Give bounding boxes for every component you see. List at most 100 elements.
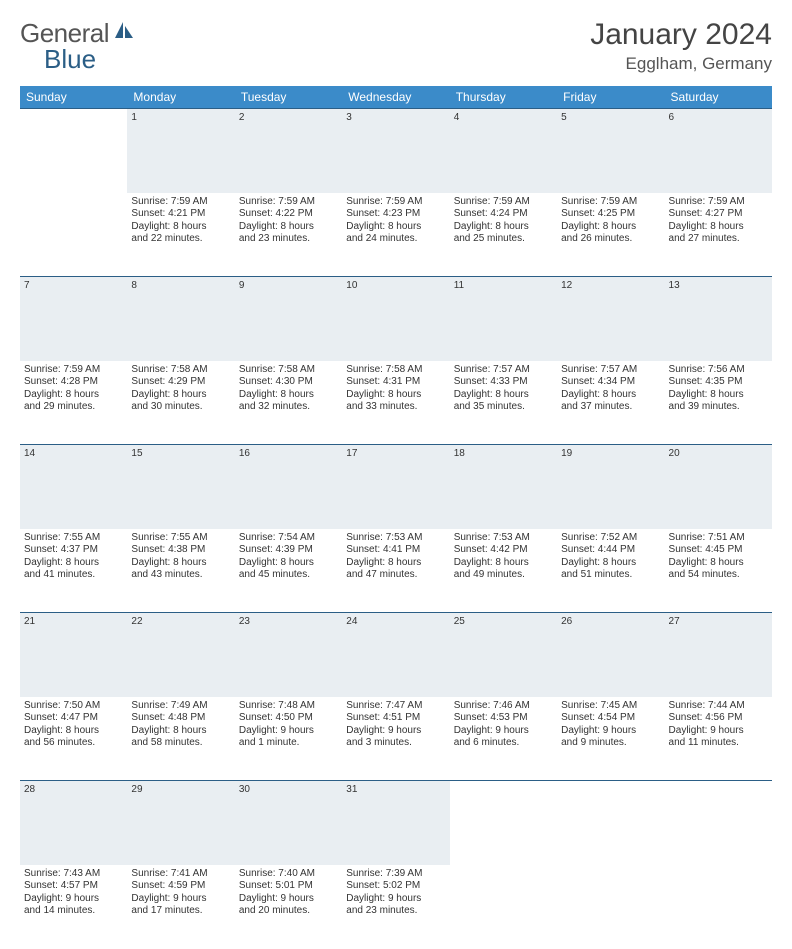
day-detail-line: Daylight: 8 hours	[239, 557, 338, 570]
day-detail-line: and 14 minutes.	[24, 905, 123, 918]
day-detail-line: and 41 minutes.	[24, 569, 123, 582]
day-detail-line: and 33 minutes.	[346, 401, 445, 414]
day-cell-31: Sunrise: 7:39 AMSunset: 5:02 PMDaylight:…	[342, 865, 449, 949]
day-detail-line: Daylight: 9 hours	[239, 725, 338, 738]
daynum-17: 17	[342, 445, 449, 529]
day-detail-line: Sunrise: 7:59 AM	[239, 196, 338, 209]
day-cell-23: Sunrise: 7:48 AMSunset: 4:50 PMDaylight:…	[235, 697, 342, 781]
daynum-18: 18	[450, 445, 557, 529]
week-row: Sunrise: 7:55 AMSunset: 4:37 PMDaylight:…	[20, 529, 772, 613]
daynum-empty	[557, 781, 664, 865]
day-detail-line: Sunset: 4:25 PM	[561, 208, 660, 221]
day-detail-line: Daylight: 9 hours	[131, 893, 230, 906]
daynum-empty	[20, 109, 127, 193]
day-detail-line: and 17 minutes.	[131, 905, 230, 918]
day-detail-line: Sunrise: 7:45 AM	[561, 700, 660, 713]
day-cell-10: Sunrise: 7:58 AMSunset: 4:31 PMDaylight:…	[342, 361, 449, 445]
daynum-13: 13	[665, 277, 772, 361]
day-detail-line: Sunrise: 7:49 AM	[131, 700, 230, 713]
day-detail-line: Sunrise: 7:54 AM	[239, 532, 338, 545]
day-detail-line: Sunrise: 7:47 AM	[346, 700, 445, 713]
day-detail-line: Sunrise: 7:56 AM	[669, 364, 768, 377]
day-detail-line: and 32 minutes.	[239, 401, 338, 414]
day-detail-line: Sunrise: 7:39 AM	[346, 868, 445, 881]
day-cell-29: Sunrise: 7:41 AMSunset: 4:59 PMDaylight:…	[127, 865, 234, 949]
day-detail-line: Sunset: 4:31 PM	[346, 376, 445, 389]
day-detail-line: and 39 minutes.	[669, 401, 768, 414]
daynum-12: 12	[557, 277, 664, 361]
day-detail-line: Sunset: 4:35 PM	[669, 376, 768, 389]
day-detail-line: and 23 minutes.	[239, 233, 338, 246]
day-detail-line: Sunrise: 7:52 AM	[561, 532, 660, 545]
day-detail-line: Daylight: 8 hours	[24, 557, 123, 570]
day-detail-line: Daylight: 8 hours	[454, 389, 553, 402]
week-row: Sunrise: 7:59 AMSunset: 4:28 PMDaylight:…	[20, 361, 772, 445]
day-detail-line: Sunset: 4:34 PM	[561, 376, 660, 389]
day-detail-line: Sunrise: 7:59 AM	[346, 196, 445, 209]
day-detail-line: Sunset: 4:28 PM	[24, 376, 123, 389]
day-cell-30: Sunrise: 7:40 AMSunset: 5:01 PMDaylight:…	[235, 865, 342, 949]
dayname-row: SundayMondayTuesdayWednesdayThursdayFrid…	[20, 86, 772, 109]
day-detail-line: Sunrise: 7:58 AM	[131, 364, 230, 377]
day-detail-line: Sunrise: 7:51 AM	[669, 532, 768, 545]
day-detail-line: and 45 minutes.	[239, 569, 338, 582]
day-cell-20: Sunrise: 7:51 AMSunset: 4:45 PMDaylight:…	[665, 529, 772, 613]
daynum-9: 9	[235, 277, 342, 361]
day-detail-line: Daylight: 8 hours	[346, 557, 445, 570]
daynum-29: 29	[127, 781, 234, 865]
day-detail-line: Daylight: 8 hours	[346, 221, 445, 234]
dayname-friday: Friday	[557, 86, 664, 109]
day-detail-line: Sunset: 4:45 PM	[669, 544, 768, 557]
daynum-23: 23	[235, 613, 342, 697]
day-detail-line: Sunrise: 7:55 AM	[131, 532, 230, 545]
daynum-row: 14151617181920	[20, 445, 772, 529]
day-detail-line: and 43 minutes.	[131, 569, 230, 582]
day-detail-line: Sunset: 4:30 PM	[239, 376, 338, 389]
day-cell-19: Sunrise: 7:52 AMSunset: 4:44 PMDaylight:…	[557, 529, 664, 613]
dayname-tuesday: Tuesday	[235, 86, 342, 109]
day-detail-line: Daylight: 8 hours	[346, 389, 445, 402]
day-cell-5: Sunrise: 7:59 AMSunset: 4:25 PMDaylight:…	[557, 193, 664, 277]
day-detail-line: Daylight: 8 hours	[239, 221, 338, 234]
daynum-24: 24	[342, 613, 449, 697]
day-detail-line: Sunset: 4:47 PM	[24, 712, 123, 725]
day-cell-22: Sunrise: 7:49 AMSunset: 4:48 PMDaylight:…	[127, 697, 234, 781]
day-detail-line: Sunset: 4:29 PM	[131, 376, 230, 389]
day-detail-line: Daylight: 9 hours	[346, 893, 445, 906]
location: Egglham, Germany	[590, 54, 772, 74]
day-detail-line: Daylight: 9 hours	[346, 725, 445, 738]
day-detail-line: and 1 minute.	[239, 737, 338, 750]
day-cell-15: Sunrise: 7:55 AMSunset: 4:38 PMDaylight:…	[127, 529, 234, 613]
daynum-27: 27	[665, 613, 772, 697]
day-detail-line: Sunrise: 7:48 AM	[239, 700, 338, 713]
day-cell-11: Sunrise: 7:57 AMSunset: 4:33 PMDaylight:…	[450, 361, 557, 445]
day-cell-26: Sunrise: 7:45 AMSunset: 4:54 PMDaylight:…	[557, 697, 664, 781]
day-detail-line: Sunrise: 7:59 AM	[454, 196, 553, 209]
day-detail-line: Sunset: 4:23 PM	[346, 208, 445, 221]
day-detail-line: and 56 minutes.	[24, 737, 123, 750]
day-cell-24: Sunrise: 7:47 AMSunset: 4:51 PMDaylight:…	[342, 697, 449, 781]
day-detail-line: Sunrise: 7:58 AM	[239, 364, 338, 377]
day-detail-line: Daylight: 9 hours	[454, 725, 553, 738]
daynum-row: 21222324252627	[20, 613, 772, 697]
day-detail-line: Sunrise: 7:43 AM	[24, 868, 123, 881]
day-detail-line: Sunset: 5:01 PM	[239, 880, 338, 893]
day-detail-line: Sunset: 4:59 PM	[131, 880, 230, 893]
calendar-table: SundayMondayTuesdayWednesdayThursdayFrid…	[20, 86, 772, 949]
day-detail-line: and 47 minutes.	[346, 569, 445, 582]
daynum-4: 4	[450, 109, 557, 193]
day-detail-line: Sunset: 4:48 PM	[131, 712, 230, 725]
daynum-25: 25	[450, 613, 557, 697]
day-detail-line: Sunset: 4:41 PM	[346, 544, 445, 557]
day-detail-line: and 58 minutes.	[131, 737, 230, 750]
day-detail-line: Sunrise: 7:59 AM	[561, 196, 660, 209]
dayname-thursday: Thursday	[450, 86, 557, 109]
daynum-11: 11	[450, 277, 557, 361]
day-detail-line: and 3 minutes.	[346, 737, 445, 750]
daynum-2: 2	[235, 109, 342, 193]
dayname-monday: Monday	[127, 86, 234, 109]
day-detail-line: Daylight: 8 hours	[561, 389, 660, 402]
day-detail-line: and 25 minutes.	[454, 233, 553, 246]
daynum-row: 78910111213	[20, 277, 772, 361]
day-detail-line: Sunrise: 7:46 AM	[454, 700, 553, 713]
